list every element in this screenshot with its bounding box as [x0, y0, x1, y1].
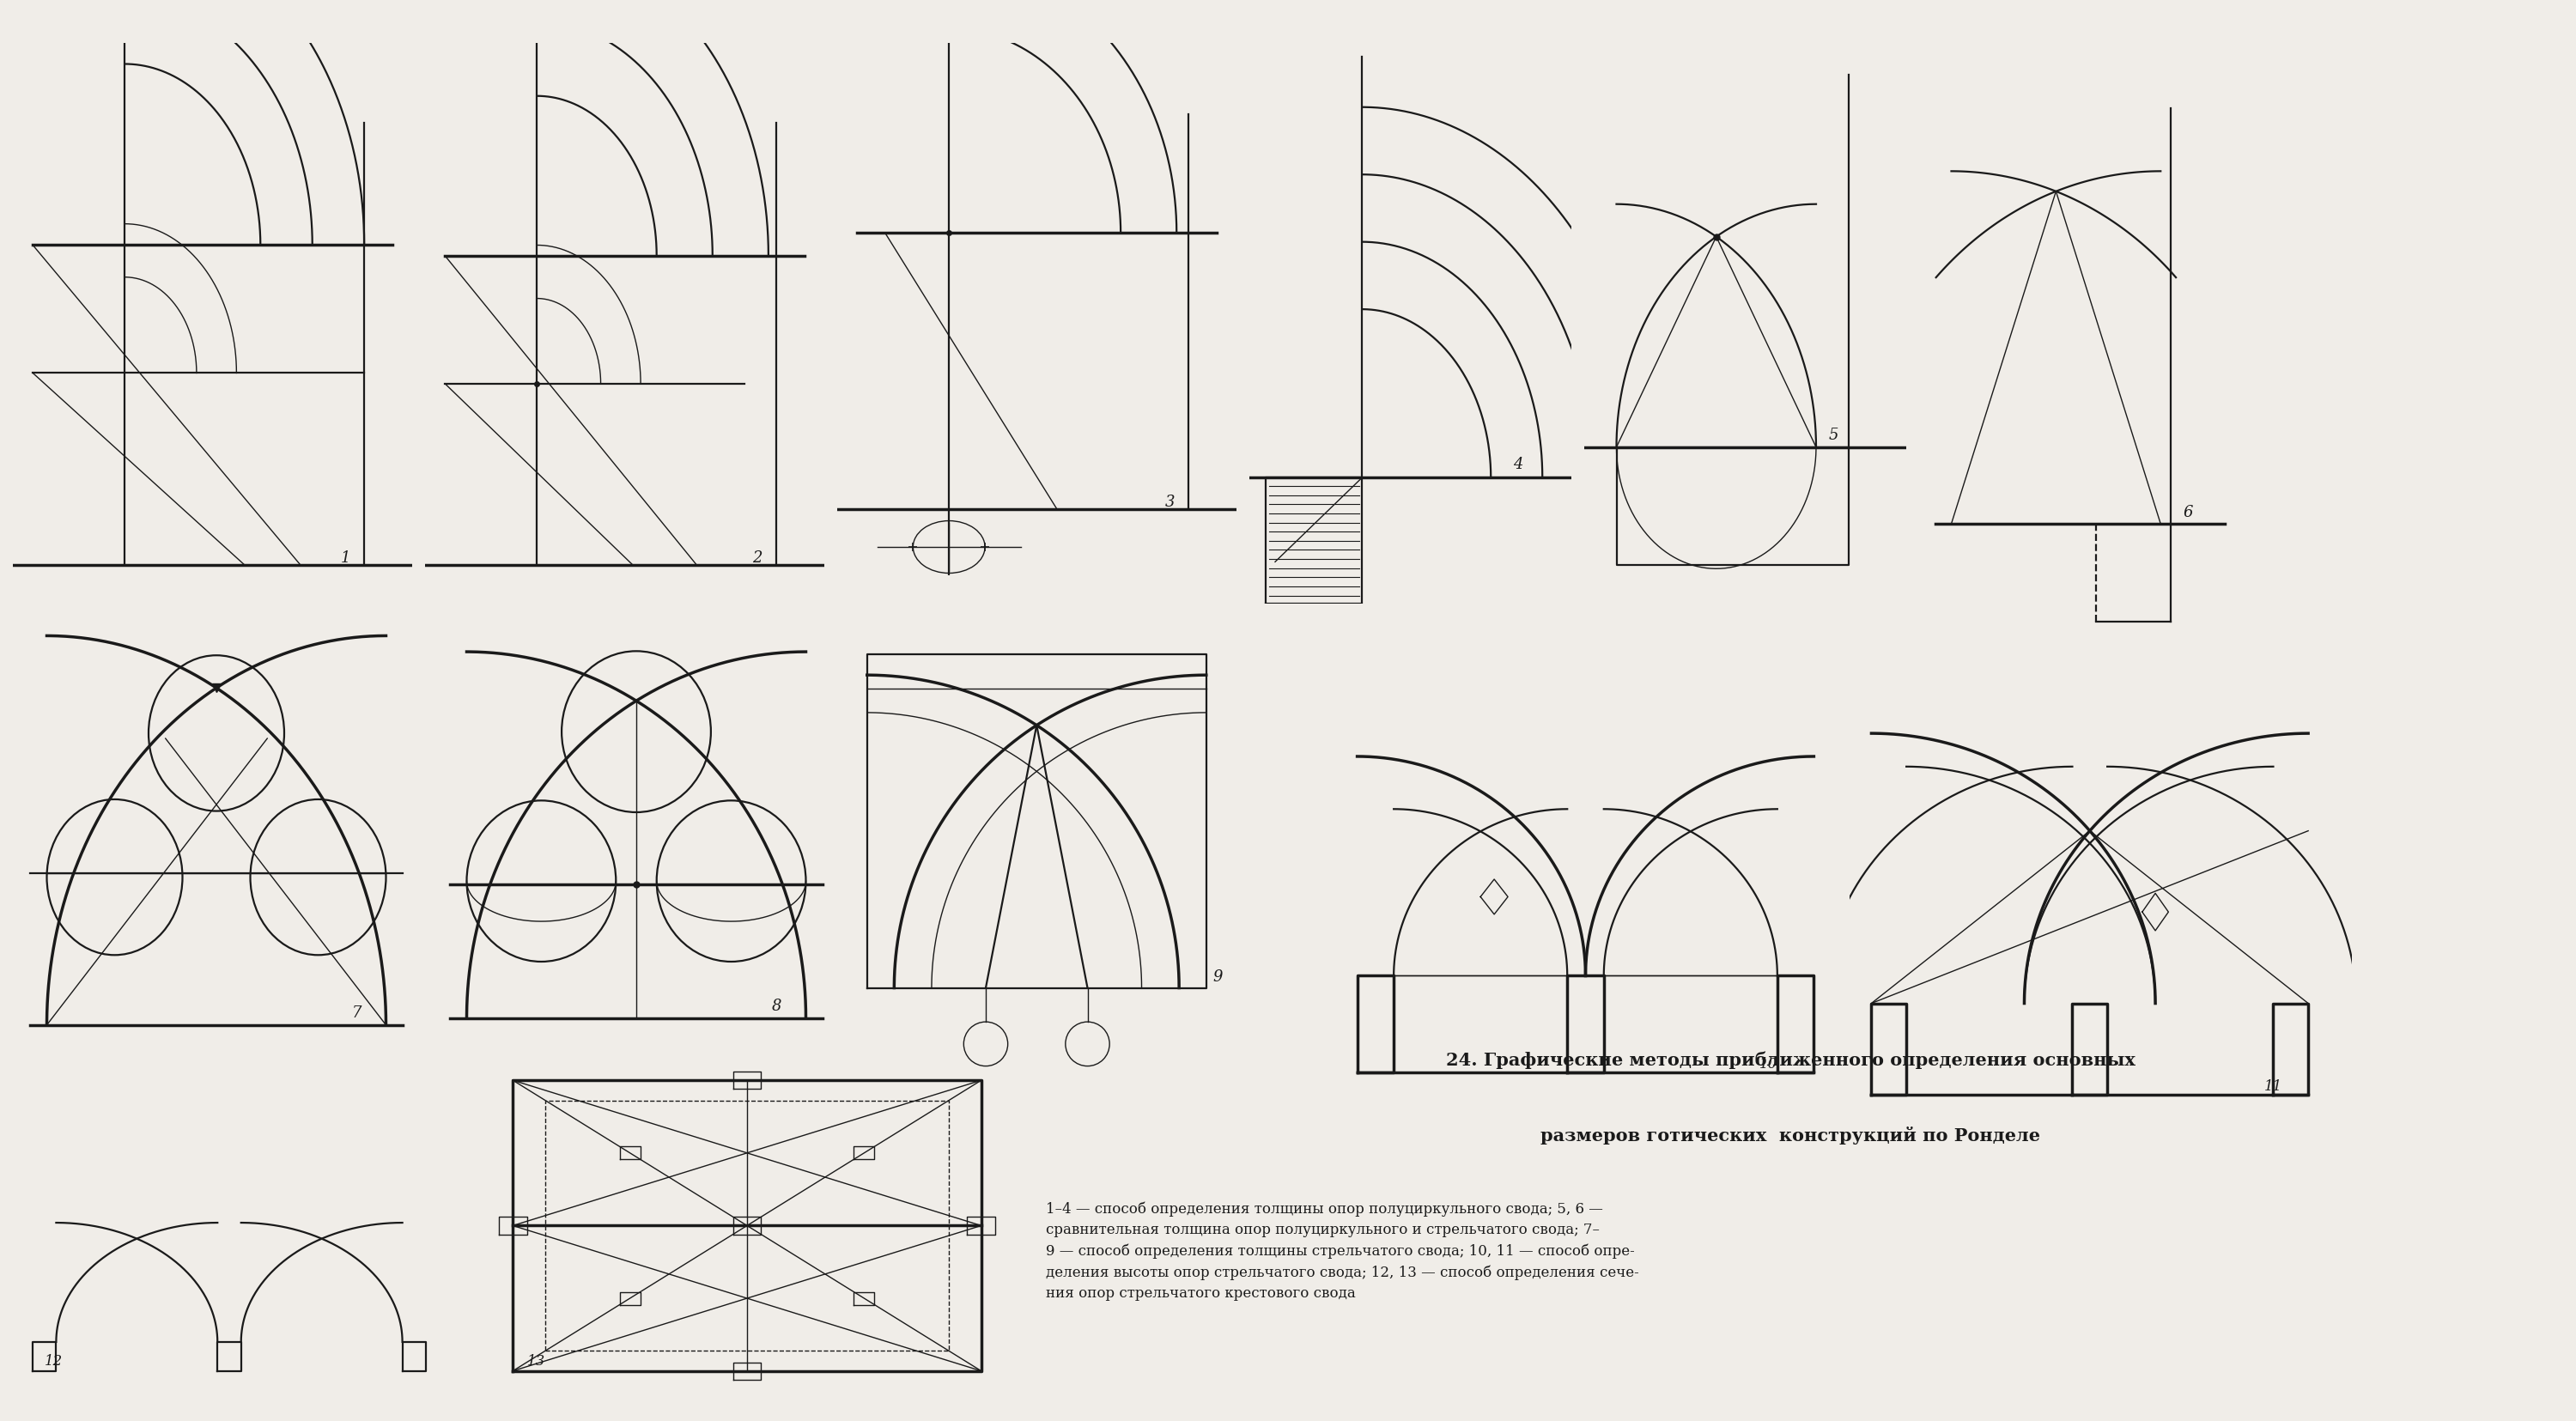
- Text: 5: 5: [1829, 428, 1839, 443]
- Text: 2: 2: [752, 550, 762, 566]
- Text: 4: 4: [1515, 458, 1522, 473]
- Text: 9: 9: [1213, 969, 1224, 985]
- Text: 13: 13: [528, 1354, 546, 1368]
- Text: 8: 8: [773, 999, 783, 1015]
- Text: 1–4 — способ определения толщины опор полуциркульного свода; 5, 6 —
сравнительна: 1–4 — способ определения толщины опор по…: [1046, 1202, 1638, 1300]
- Text: 11: 11: [2264, 1080, 2282, 1094]
- Text: 6: 6: [2182, 504, 2192, 520]
- Text: 1: 1: [340, 550, 350, 566]
- Text: 10: 10: [1759, 1057, 1777, 1071]
- Text: 24. Графические методы приближенного определения основных: 24. Графические методы приближенного опр…: [1445, 1052, 2136, 1069]
- Text: размеров готических  конструкций по Ронделе: размеров готических конструкций по Ронде…: [1540, 1127, 2040, 1144]
- Text: 7: 7: [353, 1005, 361, 1020]
- Text: 12: 12: [44, 1354, 62, 1368]
- Text: 3: 3: [1164, 495, 1175, 510]
